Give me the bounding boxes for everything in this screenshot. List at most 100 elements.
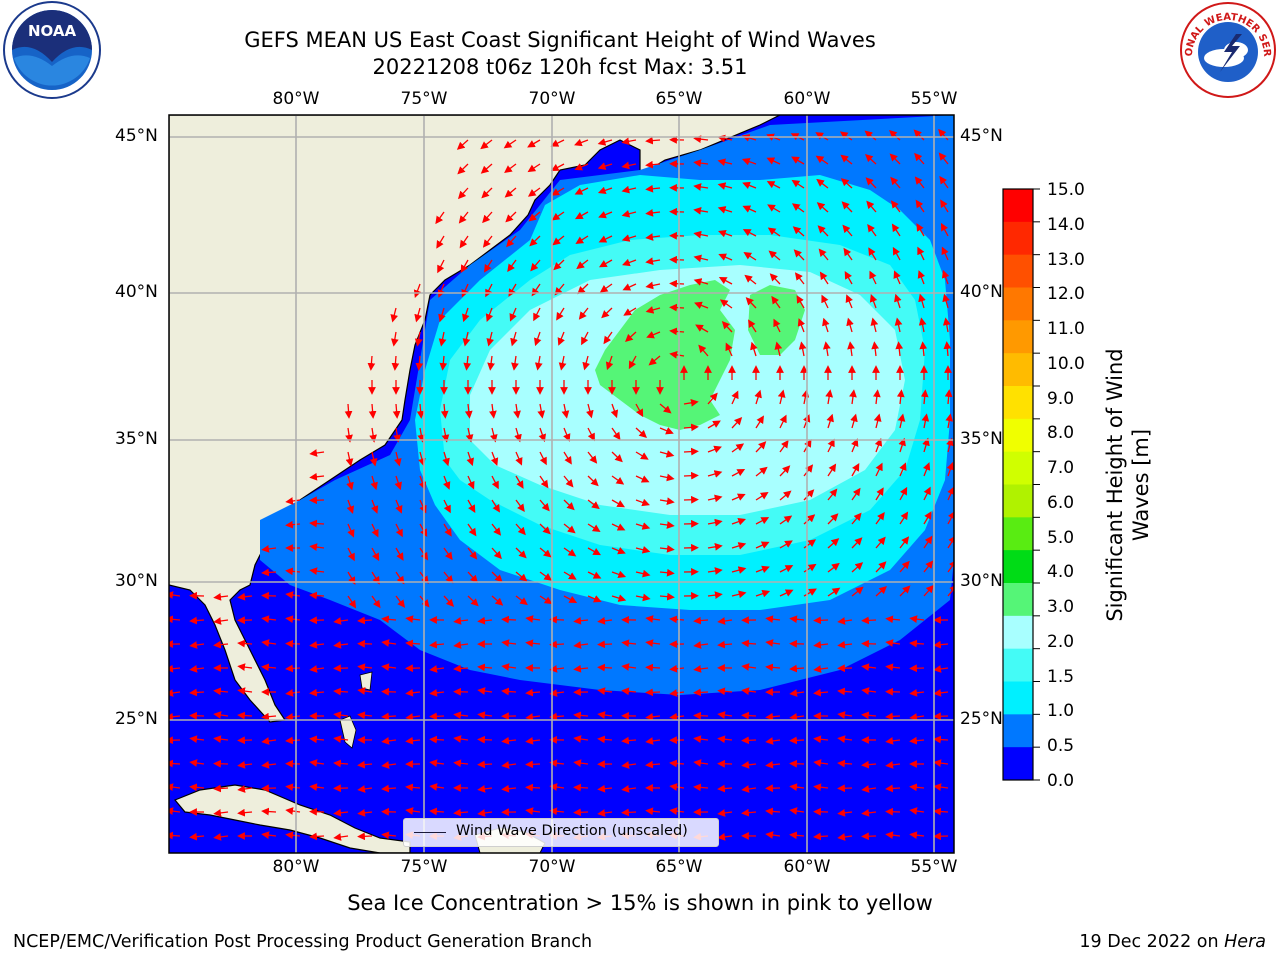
wave-direction-arrow <box>659 568 675 577</box>
wave-direction-arrow <box>915 199 925 213</box>
wave-direction-arrow <box>909 615 925 623</box>
wave-direction-arrow <box>717 809 733 817</box>
wave-direction-arrow <box>429 640 445 649</box>
wave-direction-arrow <box>869 294 878 309</box>
wave-direction-arrow <box>771 295 781 309</box>
colorbar-swatch <box>1003 517 1033 551</box>
lon-label-top: 65°W <box>655 89 703 109</box>
wave-direction-arrow <box>443 571 454 584</box>
colorbar-swatch <box>1003 189 1033 223</box>
wave-direction-arrow <box>827 438 835 453</box>
wave-direction-arrow <box>357 687 373 695</box>
wave-direction-arrow <box>731 566 747 574</box>
wave-direction-arrow <box>789 807 805 815</box>
wave-direction-arrow <box>563 571 577 580</box>
wave-direction-arrow <box>605 355 614 371</box>
wave-direction-arrow <box>481 187 493 199</box>
wave-direction-arrow <box>621 185 637 194</box>
wave-direction-arrow <box>415 355 424 371</box>
wave-direction-arrow <box>213 833 229 841</box>
wave-direction-arrow <box>844 271 853 285</box>
wave-direction-arrow <box>872 389 881 405</box>
wave-direction-arrow <box>813 616 829 625</box>
wave-direction-arrow <box>509 307 517 322</box>
wave-direction-arrow <box>574 211 589 220</box>
wave-direction-arrow <box>837 687 853 696</box>
wave-direction-arrow <box>741 808 757 817</box>
wave-direction-arrow <box>899 462 907 477</box>
wave-direction-arrow <box>645 760 661 769</box>
wave-direction-arrow <box>391 355 400 371</box>
wave-direction-arrow <box>417 427 426 443</box>
wave-direction-arrow <box>381 761 397 769</box>
wave-direction-arrow <box>875 511 885 525</box>
wave-direction-arrow <box>598 211 613 219</box>
wave-direction-arrow <box>381 639 397 647</box>
wave-direction-arrow <box>213 711 229 719</box>
wave-direction-arrow <box>395 499 403 514</box>
wave-direction-arrow <box>813 665 829 673</box>
wave-direction-arrow <box>827 513 839 525</box>
wave-direction-arrow <box>621 736 637 745</box>
map-legend: Wind Wave Direction (unscaled) <box>403 818 719 847</box>
wave-direction-arrow <box>765 831 781 839</box>
wave-direction-arrow <box>849 389 857 405</box>
wave-direction-arrow <box>659 521 675 529</box>
wave-direction-arrow <box>621 234 637 242</box>
wave-direction-arrow <box>861 711 877 720</box>
wave-direction-arrow <box>467 547 478 560</box>
wave-direction-arrow <box>741 736 757 745</box>
wave-direction-arrow <box>875 487 884 501</box>
wave-direction-arrow <box>896 389 905 405</box>
wave-direction-arrow <box>598 235 613 243</box>
wave-direction-arrow <box>477 785 493 793</box>
wave-direction-arrow <box>909 688 925 697</box>
wave-direction-arrow <box>693 759 709 767</box>
wave-direction-arrow <box>885 663 901 672</box>
wave-direction-arrow <box>885 712 901 721</box>
wave-direction-arrow <box>693 206 709 215</box>
wave-direction-arrow <box>793 249 805 261</box>
wave-direction-arrow <box>525 736 541 745</box>
wave-direction-arrow <box>429 665 445 673</box>
wave-direction-arrow <box>659 544 675 553</box>
wave-direction-arrow <box>369 451 378 467</box>
wave-direction-arrow <box>549 759 565 768</box>
wave-direction-arrow <box>429 735 445 744</box>
wave-direction-arrow <box>333 808 349 817</box>
wave-direction-arrow <box>563 499 575 511</box>
wave-direction-arrow <box>645 663 661 672</box>
footer-host: Hera <box>1224 932 1266 952</box>
wave-direction-arrow <box>573 664 589 673</box>
wave-direction-arrow <box>621 137 637 146</box>
wave-direction-arrow <box>933 688 949 697</box>
wave-direction-arrow <box>527 139 541 148</box>
wave-direction-arrow <box>731 493 746 501</box>
wave-direction-arrow <box>213 784 229 793</box>
wave-direction-arrow <box>189 665 205 673</box>
wave-direction-arrow <box>491 595 504 606</box>
wave-direction-arrow <box>731 590 747 599</box>
land-bahamas <box>339 671 373 749</box>
wave-direction-arrow <box>453 759 469 768</box>
wave-direction-arrow <box>477 735 493 744</box>
wave-direction-arrow <box>779 465 791 477</box>
wave-direction-arrow <box>659 403 672 414</box>
wave-direction-arrow <box>574 163 589 171</box>
wave-direction-arrow <box>933 735 949 744</box>
wave-direction-arrow <box>818 248 829 261</box>
colorbar-swatch <box>1003 353 1033 387</box>
wave-direction-arrow <box>436 235 445 249</box>
wave-direction-arrow <box>837 833 853 841</box>
wave-direction-arrow <box>261 807 277 816</box>
wave-direction-arrow <box>525 807 541 815</box>
wave-direction-arrow <box>938 152 949 165</box>
wave-direction-arrow <box>717 134 733 143</box>
wave-direction-arrow <box>438 307 446 323</box>
wave-direction-arrow <box>717 158 733 167</box>
wave-direction-arrow <box>779 490 792 501</box>
colorbar-swatch <box>1003 418 1033 453</box>
wave-direction-arrow <box>621 808 637 817</box>
colorbar-tick: 12.0 <box>1047 284 1085 304</box>
